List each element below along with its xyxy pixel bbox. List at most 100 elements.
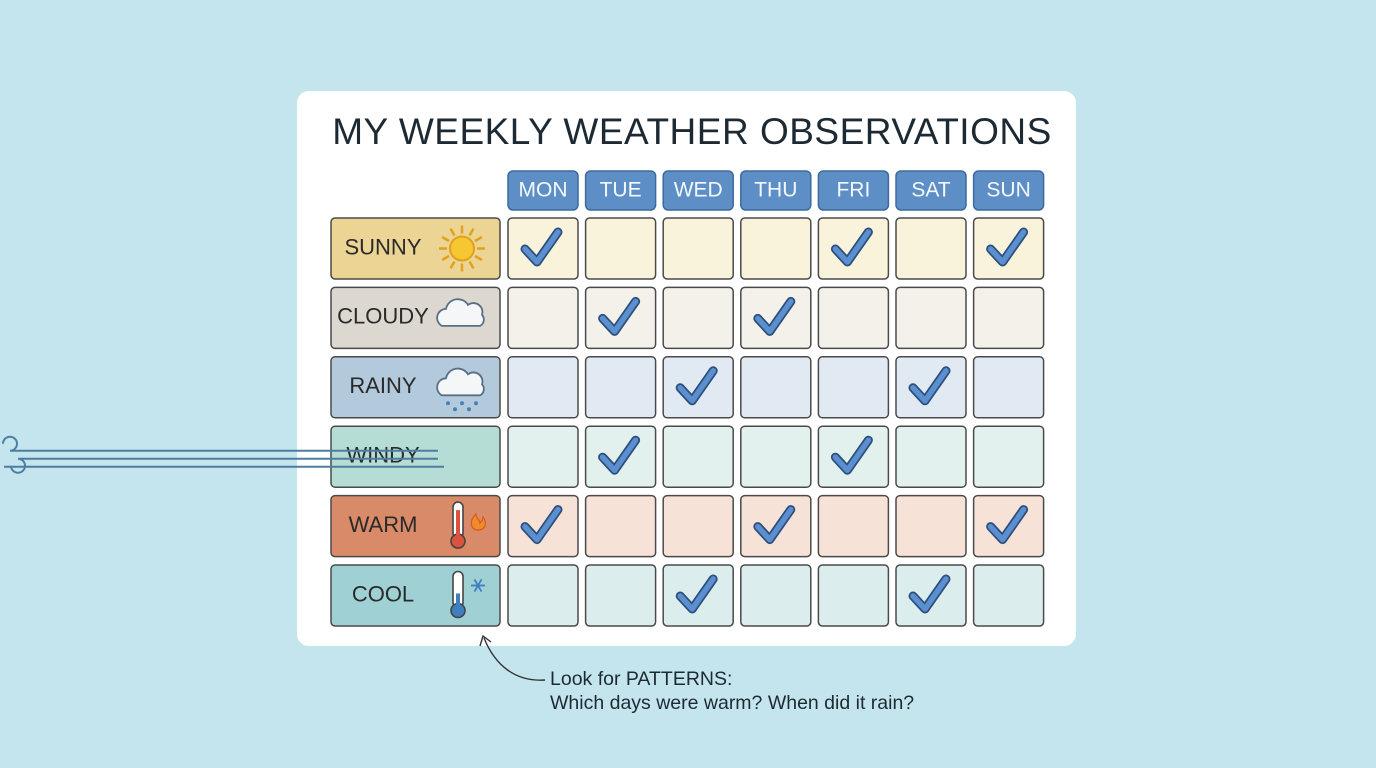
note-line: Which days were warm? When did it rain? xyxy=(550,692,914,714)
cell xyxy=(584,564,657,627)
check-fill xyxy=(832,437,872,473)
cell xyxy=(972,286,1045,350)
check-fill xyxy=(677,576,716,612)
cell xyxy=(507,425,579,488)
arrow xyxy=(483,637,546,681)
drop xyxy=(467,407,471,412)
cell xyxy=(895,217,967,280)
day-header xyxy=(584,170,657,211)
sun-ray xyxy=(468,260,475,270)
row-label: WINDY xyxy=(346,443,420,468)
cell xyxy=(817,564,890,627)
check-mark xyxy=(753,505,796,545)
mercury xyxy=(456,510,460,541)
sun-ray xyxy=(441,235,450,243)
drop xyxy=(474,401,478,406)
cell xyxy=(740,425,812,488)
check-mark xyxy=(675,366,718,406)
cell xyxy=(584,217,657,280)
cloud xyxy=(436,298,485,327)
check-mark xyxy=(520,227,563,267)
wind xyxy=(10,457,438,474)
cell xyxy=(662,425,734,488)
check-fill xyxy=(910,576,949,612)
sun-ray xyxy=(449,227,456,237)
cell xyxy=(584,494,657,558)
check-fill xyxy=(910,368,949,404)
cell xyxy=(740,564,812,627)
check-mark xyxy=(675,574,718,614)
day-header xyxy=(662,170,734,211)
check-fill xyxy=(522,506,561,543)
wind xyxy=(2,435,438,452)
day-label: SUN xyxy=(986,179,1030,202)
snowflake xyxy=(473,578,483,593)
drop xyxy=(446,401,450,406)
check-mark xyxy=(753,296,796,336)
weather-icon xyxy=(439,225,485,272)
check-mark xyxy=(830,227,873,267)
check-fill xyxy=(987,229,1027,265)
cell xyxy=(972,356,1045,419)
drop xyxy=(460,401,464,406)
cell xyxy=(662,286,734,350)
cell xyxy=(662,217,734,280)
day-label: MON xyxy=(519,179,568,202)
arrow-head xyxy=(479,634,492,647)
day-header xyxy=(507,170,579,211)
weather-icon xyxy=(436,367,485,412)
check-mark xyxy=(520,505,563,545)
cloud xyxy=(436,367,485,397)
drop xyxy=(453,407,457,412)
row-label: WARM xyxy=(349,512,418,537)
cell xyxy=(895,425,967,488)
sun-ray xyxy=(441,254,450,262)
day-header xyxy=(895,170,967,211)
check-mark xyxy=(598,435,641,475)
cell xyxy=(507,564,579,627)
day-label: SAT xyxy=(911,179,950,202)
day-label: TUE xyxy=(600,179,642,202)
mercury xyxy=(456,593,460,610)
check-fill xyxy=(755,298,794,335)
cell xyxy=(895,494,967,558)
check-mark xyxy=(908,366,951,406)
sun-ray xyxy=(449,260,456,270)
sun-ray xyxy=(468,227,475,237)
row-label: RAINY xyxy=(349,373,417,398)
cell xyxy=(817,356,890,419)
row-label-box xyxy=(330,425,501,488)
cell xyxy=(740,217,812,280)
row-label: SUNNY xyxy=(344,234,421,259)
row-label-box xyxy=(330,217,501,280)
weather-icon xyxy=(450,570,485,619)
check-fill xyxy=(522,229,561,265)
day-label: FRI xyxy=(836,179,870,202)
weather-icon xyxy=(436,298,485,327)
check-mark xyxy=(598,296,641,336)
sun xyxy=(449,235,475,262)
check-mark xyxy=(986,227,1029,267)
cell xyxy=(507,356,579,419)
cell xyxy=(895,286,967,350)
cell xyxy=(972,425,1045,488)
check-mark xyxy=(830,435,873,475)
cell xyxy=(817,494,890,558)
row-label: COOL xyxy=(352,581,414,606)
cell xyxy=(662,494,734,558)
title: MY WEEKLY WEATHER OBSERVATIONS xyxy=(332,111,1052,152)
check-fill xyxy=(832,229,872,265)
row-label: CLOUDY xyxy=(337,304,429,329)
check-fill xyxy=(987,506,1027,543)
day-header xyxy=(817,170,890,211)
cell xyxy=(740,356,812,419)
check-fill xyxy=(599,298,639,335)
flame xyxy=(470,512,486,531)
day-header xyxy=(972,170,1045,211)
weather-icon xyxy=(450,501,486,549)
check-mark xyxy=(908,574,951,614)
note-line: Look for PATTERNS: xyxy=(550,668,732,690)
check-mark xyxy=(986,505,1029,545)
cell xyxy=(972,564,1045,627)
